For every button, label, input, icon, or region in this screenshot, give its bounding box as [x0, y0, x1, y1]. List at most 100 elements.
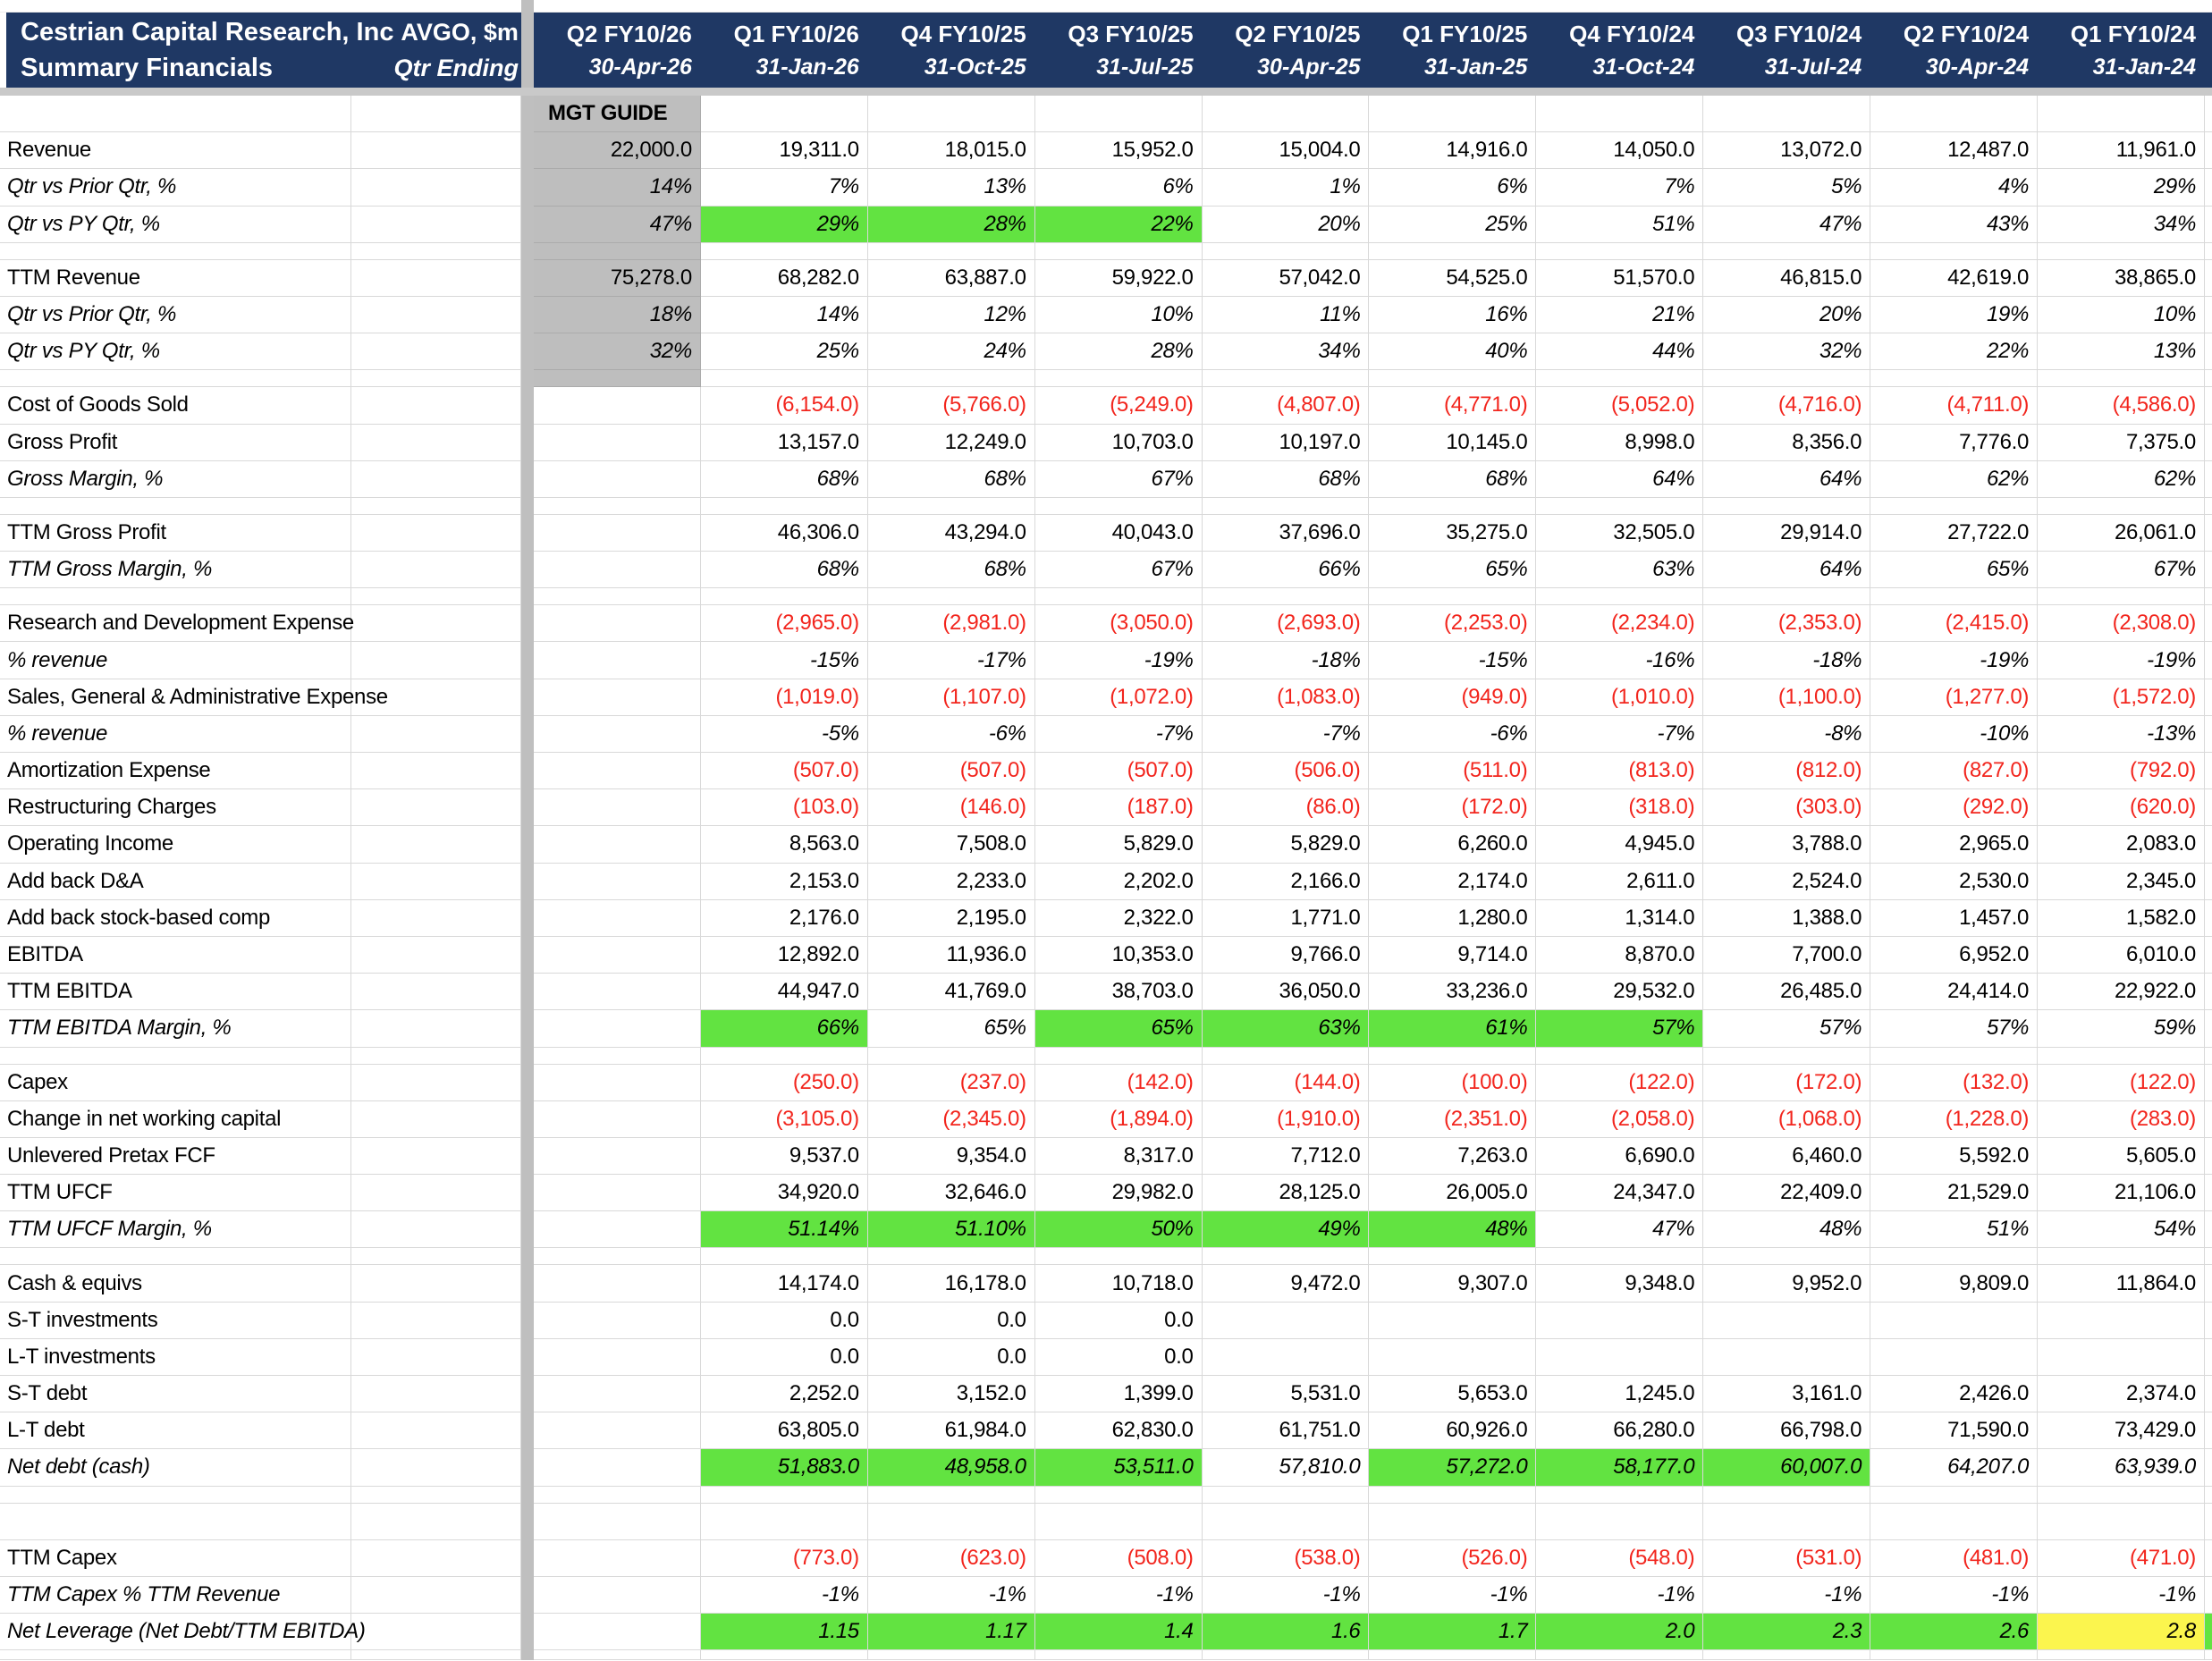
value-cell[interactable]: 75,278.0	[534, 259, 701, 297]
value-cell[interactable]: 6,260.0	[1369, 826, 1537, 864]
row-label[interactable]: Cash & equivs	[0, 1265, 351, 1303]
value-cell[interactable]	[2038, 1047, 2205, 1065]
value-cell[interactable]: 21,106.0	[2038, 1175, 2205, 1212]
value-cell[interactable]: 9,472.0	[1202, 1265, 1370, 1303]
value-cell[interactable]	[2038, 1503, 2205, 1540]
value-cell[interactable]: 21%	[1536, 296, 1704, 334]
value-cell[interactable]: 57,272.0	[1369, 1449, 1537, 1487]
row-label[interactable]: Qtr vs Prior Qtr, %	[0, 296, 351, 334]
value-cell[interactable]: -6%	[867, 715, 1035, 753]
row-label[interactable]	[0, 1248, 351, 1266]
value-cell[interactable]: 4,945.0	[1536, 826, 1704, 864]
value-cell[interactable]: 2,611.0	[1536, 863, 1704, 900]
value-cell[interactable]: 47%	[1536, 1211, 1704, 1249]
value-cell[interactable]: 25%	[700, 333, 868, 371]
value-cell[interactable]: 6%	[1034, 169, 1203, 207]
value-cell[interactable]	[1369, 497, 1537, 515]
value-cell[interactable]: 2.3	[1703, 1614, 1871, 1651]
value-cell[interactable]	[1202, 1248, 1370, 1266]
empty-cell[interactable]	[351, 826, 521, 864]
value-cell[interactable]: 10%	[1034, 296, 1203, 334]
value-cell[interactable]: (2,965.0)	[700, 605, 868, 643]
value-cell[interactable]	[700, 1047, 868, 1065]
row-label[interactable]: TTM UFCF Margin, %	[0, 1211, 351, 1249]
value-cell[interactable]: (2,058.0)	[1536, 1100, 1704, 1138]
empty-cell[interactable]	[351, 1064, 521, 1101]
row-label[interactable]: Revenue	[0, 132, 351, 170]
value-cell[interactable]: 11,936.0	[867, 936, 1035, 974]
value-cell[interactable]: 57%	[1536, 1010, 1704, 1048]
value-cell[interactable]: 71,590.0	[1870, 1412, 2039, 1450]
value-cell[interactable]: 59%	[2038, 1010, 2205, 1048]
value-cell[interactable]	[1703, 1650, 1871, 1661]
value-cell[interactable]	[1870, 1503, 2039, 1540]
value-cell[interactable]: 2.0	[1536, 1614, 1704, 1651]
value-cell[interactable]: 36,050.0	[1202, 974, 1370, 1011]
value-cell[interactable]: 6,010.0	[2038, 936, 2205, 974]
empty-cell[interactable]	[351, 1047, 521, 1065]
value-cell[interactable]: 13%	[867, 169, 1035, 207]
value-cell[interactable]	[1870, 497, 2039, 515]
value-cell[interactable]	[2038, 1486, 2205, 1504]
empty-cell[interactable]	[351, 789, 521, 827]
value-cell[interactable]: MGT GUIDE	[534, 96, 701, 133]
value-cell[interactable]: 28%	[1034, 333, 1203, 371]
value-cell[interactable]: (142.0)	[1034, 1064, 1203, 1101]
value-cell[interactable]: 34%	[1202, 333, 1370, 371]
value-cell[interactable]: 2,233.0	[867, 863, 1035, 900]
value-cell[interactable]: 14,050.0	[1536, 132, 1704, 170]
value-cell[interactable]: -1%	[867, 1576, 1035, 1615]
empty-cell[interactable]	[351, 1486, 521, 1504]
value-cell[interactable]: (507.0)	[867, 753, 1035, 790]
empty-cell[interactable]	[351, 1175, 521, 1212]
value-cell[interactable]: (4,716.0)	[1703, 387, 1871, 425]
value-cell[interactable]	[1369, 1338, 1537, 1376]
value-cell[interactable]: (2,353.0)	[1703, 605, 1871, 643]
value-cell[interactable]: -7%	[1536, 715, 1704, 753]
value-cell[interactable]: 47%	[1703, 206, 1871, 243]
value-cell[interactable]: 2,083.0	[2038, 826, 2205, 864]
value-cell[interactable]: 5%	[1703, 169, 1871, 207]
value-cell[interactable]: (146.0)	[867, 789, 1035, 827]
value-cell[interactable]	[700, 370, 868, 388]
value-cell[interactable]: (508.0)	[1034, 1539, 1203, 1577]
value-cell[interactable]	[1870, 242, 2039, 260]
value-cell[interactable]	[1369, 242, 1537, 260]
value-cell[interactable]	[534, 552, 701, 589]
value-cell[interactable]: (507.0)	[1034, 753, 1203, 790]
value-cell[interactable]: 1,245.0	[1536, 1376, 1704, 1413]
value-cell[interactable]	[534, 1100, 701, 1138]
value-cell[interactable]	[700, 497, 868, 515]
value-cell[interactable]: 53,511.0	[1034, 1449, 1203, 1487]
value-cell[interactable]	[534, 424, 701, 461]
value-cell[interactable]: 43,294.0	[867, 514, 1035, 552]
row-label[interactable]: % revenue	[0, 715, 351, 753]
value-cell[interactable]: 19,311.0	[700, 132, 868, 170]
value-cell[interactable]: 40,043.0	[1034, 514, 1203, 552]
value-cell[interactable]: (1,100.0)	[1703, 679, 1871, 716]
value-cell[interactable]: 68%	[867, 460, 1035, 498]
value-cell[interactable]	[1034, 1047, 1203, 1065]
value-cell[interactable]	[700, 588, 868, 606]
value-cell[interactable]: 68,282.0	[700, 259, 868, 297]
value-cell[interactable]: 5,829.0	[1202, 826, 1370, 864]
value-cell[interactable]	[534, 826, 701, 864]
value-cell[interactable]: 34%	[2038, 206, 2205, 243]
empty-cell[interactable]	[351, 514, 521, 552]
value-cell[interactable]: 62%	[1870, 460, 2039, 498]
value-cell[interactable]: 2,530.0	[1870, 863, 2039, 900]
value-cell[interactable]	[1202, 1338, 1370, 1376]
value-cell[interactable]: 6,952.0	[1870, 936, 2039, 974]
value-cell[interactable]: 24%	[867, 333, 1035, 371]
value-cell[interactable]	[534, 1137, 701, 1176]
value-cell[interactable]	[1202, 1047, 1370, 1065]
value-cell[interactable]: 10%	[2038, 296, 2205, 334]
value-cell[interactable]: 2,176.0	[700, 899, 868, 937]
value-cell[interactable]: 9,809.0	[1870, 1265, 2039, 1303]
value-cell[interactable]	[534, 936, 701, 974]
value-cell[interactable]	[1536, 1503, 1704, 1540]
value-cell[interactable]: (2,308.0)	[2038, 605, 2205, 643]
value-cell[interactable]: 11,961.0	[2038, 132, 2205, 170]
empty-cell[interactable]	[351, 1576, 521, 1615]
value-cell[interactable]: 67%	[1034, 552, 1203, 589]
